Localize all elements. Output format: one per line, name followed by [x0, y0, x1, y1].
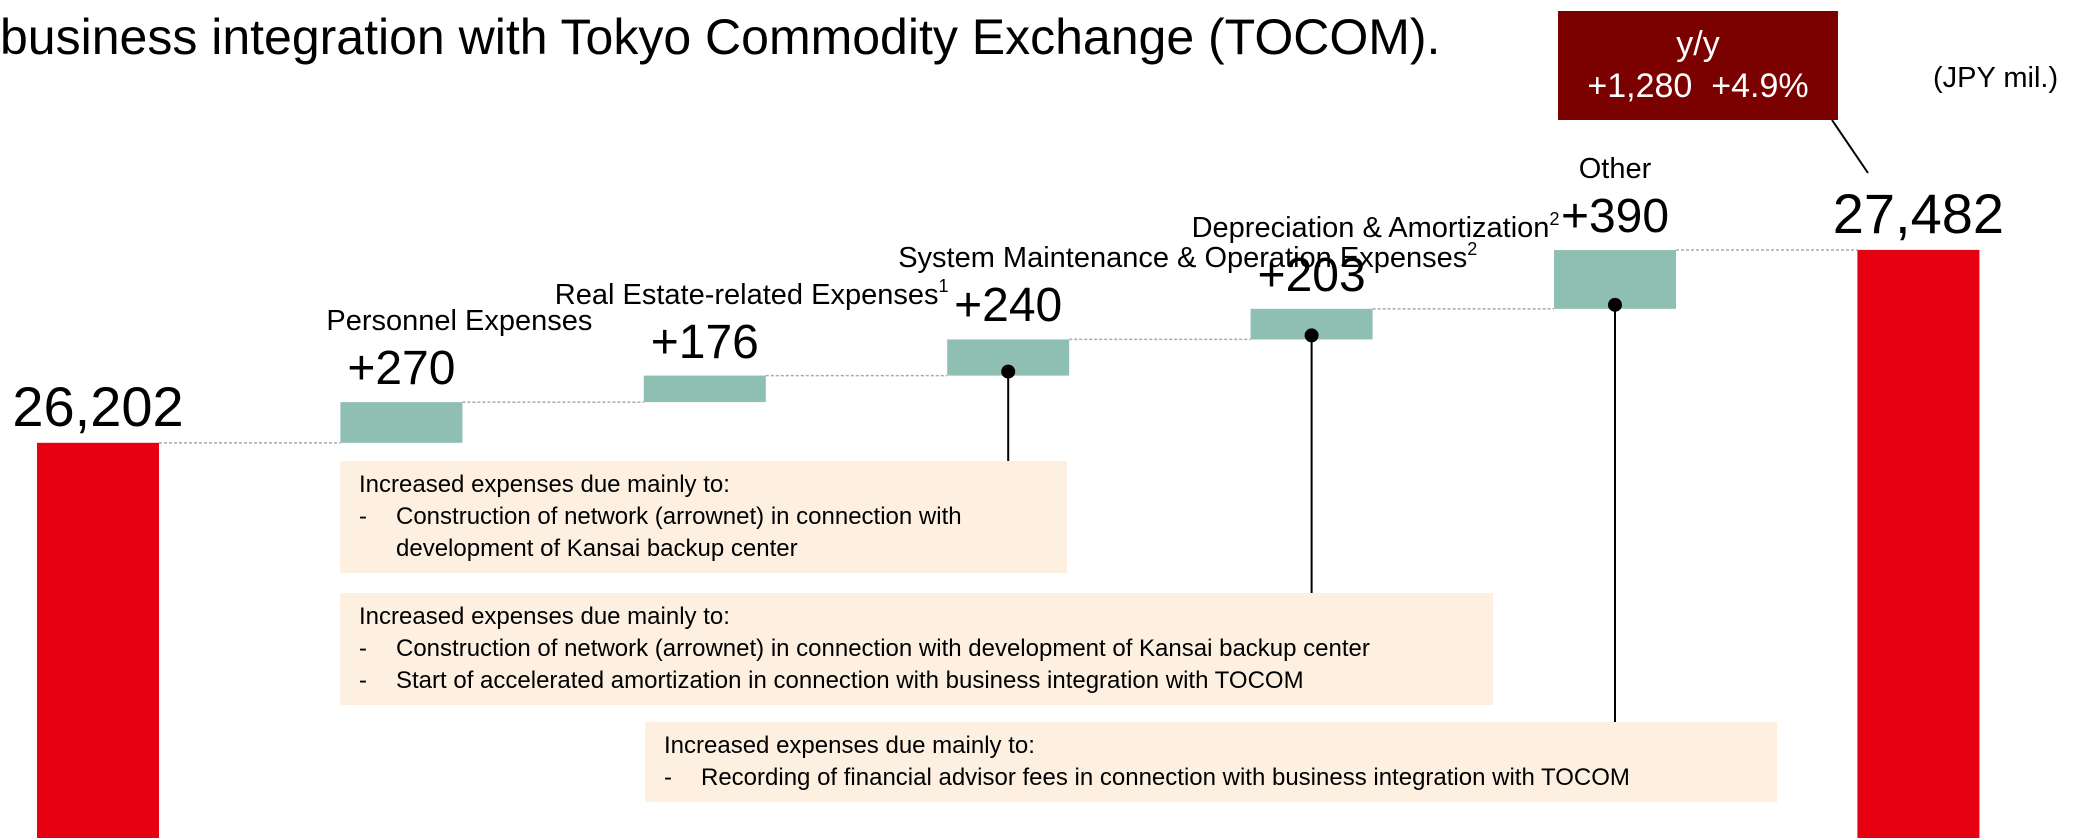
footnote-mark: 2 [1549, 208, 1560, 229]
value-label: +176 [650, 315, 759, 369]
callout-heading: Increased expenses due mainly to: [664, 732, 1035, 759]
change-values: +1,280 +4.9% [1558, 65, 1838, 107]
value-label: 27,482 [1832, 181, 2005, 245]
category-label: Real Estate-related Expenses1 [555, 276, 949, 314]
category-label: Depreciation & Amortization2 [1192, 209, 1560, 247]
bar [37, 442, 159, 838]
bar-label: Other +390 [1535, 150, 1695, 246]
footnote-mark: 1 [938, 275, 949, 296]
title: business integration with Tokyo Commodit… [0, 9, 1441, 65]
unit-label: (JPY mil.) [1933, 62, 2059, 94]
change-value: +1,280 [1587, 67, 1693, 105]
category-text: System Maintenance & Operation Expenses [898, 242, 1468, 275]
bar-label: Depreciation & Amortization2 +203 [1192, 209, 1560, 305]
callout-item: Construction of network (arrownet) in co… [359, 501, 1048, 565]
category-label: Personnel Expenses [326, 302, 592, 340]
value-label: +270 [347, 342, 456, 396]
category-text: Real Estate-related Expenses [554, 278, 939, 311]
category-text: Other [1578, 153, 1652, 186]
value-label: +390 [1560, 190, 1670, 244]
bar [340, 402, 463, 443]
callout-dot [1608, 297, 1622, 312]
category-label: System Maintenance & Operation Expenses2 [898, 239, 1477, 277]
callout-item: Start of accelerated amortization in con… [359, 665, 1474, 697]
change-leader [1831, 119, 1869, 174]
callout-item: Construction of network (arrownet) in co… [359, 633, 1474, 665]
bar-label: 27,482 [1833, 182, 2004, 246]
bar-label: Real Estate-related Expenses1 +176 [555, 276, 949, 372]
callout-dot [1304, 328, 1319, 343]
callout-box: Increased expenses due mainly to: Constru… [340, 461, 1067, 573]
bar-label: 26,202 [12, 375, 183, 439]
callout-heading: Increased expenses due mainly to: [359, 471, 730, 498]
bar [643, 375, 766, 403]
change-box: y/y +1,280 +4.9% [1558, 11, 1838, 120]
callout-item: Recording of financial advisor fees in c… [664, 762, 1758, 794]
category-text: Personnel Expenses [326, 305, 593, 338]
callout-dot [1001, 364, 1016, 379]
bar-label: Personnel Expenses +270 [326, 302, 592, 398]
category-text: Depreciation & Amortization [1191, 211, 1550, 244]
change-percent: +4.9% [1711, 67, 1809, 105]
category-label: Other [1535, 150, 1695, 188]
callout-box: Increased expenses due mainly to: Recordi… [645, 722, 1777, 802]
change-label: y/y [1676, 25, 1720, 63]
callout-box: Increased expenses due mainly to: Constru… [340, 593, 1493, 705]
bar [1857, 249, 1980, 838]
value-label: +240 [954, 279, 1063, 333]
callout-heading: Increased expenses due mainly to: [359, 603, 730, 630]
bar-label: System Maintenance & Operation Expenses2… [898, 239, 1477, 335]
footnote-mark: 2 [1467, 239, 1478, 260]
value-label: +203 [1257, 248, 1366, 302]
value-label: 26,202 [12, 374, 184, 438]
